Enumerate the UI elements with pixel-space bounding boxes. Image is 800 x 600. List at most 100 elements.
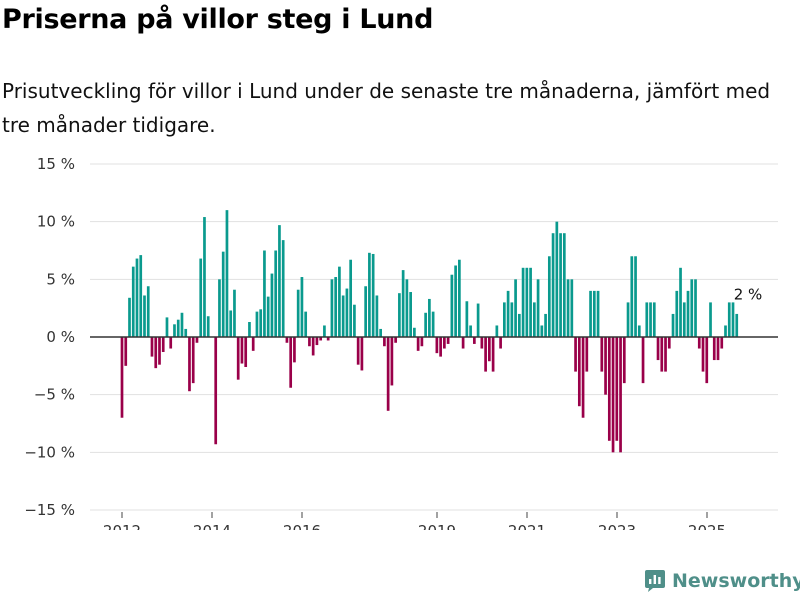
bar bbox=[619, 337, 622, 453]
bar bbox=[604, 337, 607, 395]
bar bbox=[416, 337, 420, 351]
bar bbox=[484, 337, 487, 372]
bar bbox=[266, 296, 270, 337]
bar bbox=[413, 327, 416, 337]
bar bbox=[128, 297, 131, 337]
bar bbox=[176, 319, 180, 337]
bar bbox=[383, 337, 386, 347]
bar bbox=[225, 210, 229, 337]
bar bbox=[338, 266, 341, 337]
bar bbox=[409, 292, 412, 337]
bar bbox=[206, 316, 210, 337]
bar bbox=[281, 240, 285, 337]
bar bbox=[679, 267, 682, 337]
x-tick-label: 2012 bbox=[103, 522, 141, 530]
bar bbox=[675, 290, 679, 337]
bar bbox=[135, 258, 139, 337]
bar bbox=[547, 256, 551, 337]
bar bbox=[218, 279, 221, 337]
bar bbox=[364, 286, 367, 337]
bar bbox=[705, 337, 709, 384]
bar bbox=[431, 311, 435, 337]
x-tick-label: 2025 bbox=[688, 522, 726, 530]
bar bbox=[503, 302, 506, 337]
bar bbox=[694, 279, 697, 337]
bar bbox=[120, 337, 124, 418]
x-tick-label: 2016 bbox=[283, 522, 321, 530]
bar bbox=[300, 277, 304, 337]
bar bbox=[712, 337, 716, 361]
bar bbox=[536, 279, 540, 337]
bar bbox=[622, 337, 626, 384]
bar bbox=[345, 288, 349, 337]
bar bbox=[465, 301, 469, 337]
bar bbox=[544, 313, 547, 337]
y-tick-label: 10 % bbox=[37, 213, 75, 231]
bar bbox=[330, 279, 334, 337]
bar bbox=[143, 295, 146, 337]
bar bbox=[686, 290, 690, 337]
bar bbox=[656, 337, 660, 361]
x-tick-label: 2023 bbox=[598, 522, 636, 530]
bar bbox=[360, 337, 364, 371]
bar bbox=[645, 302, 649, 337]
bar bbox=[165, 317, 169, 337]
bar bbox=[720, 337, 724, 349]
bar bbox=[607, 337, 611, 441]
bar bbox=[184, 328, 188, 337]
bar bbox=[398, 293, 401, 337]
bar bbox=[285, 337, 289, 343]
bar bbox=[540, 325, 544, 337]
bar bbox=[690, 279, 694, 337]
y-tick-label: −15 % bbox=[24, 501, 75, 519]
bar bbox=[634, 256, 637, 337]
bar bbox=[263, 250, 266, 337]
bar bbox=[615, 337, 619, 441]
bar bbox=[600, 337, 604, 372]
bar bbox=[529, 267, 532, 337]
bar bbox=[199, 258, 203, 337]
bar bbox=[233, 289, 236, 337]
chart-subtitle: Prisutveckling för villor i Lund under d… bbox=[2, 79, 771, 137]
bar bbox=[195, 337, 199, 343]
bar bbox=[304, 311, 308, 337]
bar bbox=[473, 337, 476, 344]
bar bbox=[394, 337, 397, 343]
bar bbox=[131, 266, 135, 337]
bar bbox=[435, 337, 439, 354]
bar bbox=[577, 337, 581, 407]
bar bbox=[379, 328, 382, 337]
bar bbox=[420, 337, 424, 347]
bar bbox=[229, 310, 233, 337]
bar bbox=[589, 290, 592, 337]
bar bbox=[240, 337, 244, 364]
bar bbox=[697, 337, 701, 349]
bar bbox=[491, 337, 495, 372]
bar bbox=[255, 311, 259, 337]
bar bbox=[244, 337, 248, 367]
bar bbox=[390, 337, 394, 386]
bar bbox=[439, 337, 442, 357]
x-tick-label: 2021 bbox=[508, 522, 546, 530]
bar bbox=[203, 217, 206, 337]
bar bbox=[454, 265, 457, 337]
bar bbox=[341, 295, 345, 337]
bar bbox=[293, 337, 296, 363]
bar bbox=[289, 337, 293, 388]
bar bbox=[334, 277, 338, 337]
bar bbox=[326, 337, 330, 341]
bar bbox=[161, 337, 165, 352]
bar bbox=[180, 312, 184, 337]
bar bbox=[476, 303, 480, 337]
bar bbox=[428, 298, 431, 337]
bar bbox=[424, 312, 427, 337]
annotation-label: 2 % bbox=[734, 285, 763, 303]
bar bbox=[270, 273, 274, 337]
bar bbox=[626, 302, 630, 337]
bar bbox=[596, 290, 600, 337]
bar bbox=[461, 337, 465, 349]
bar bbox=[611, 337, 615, 453]
bar bbox=[724, 325, 727, 337]
bar bbox=[517, 313, 521, 337]
y-tick-label: −10 % bbox=[24, 443, 75, 461]
